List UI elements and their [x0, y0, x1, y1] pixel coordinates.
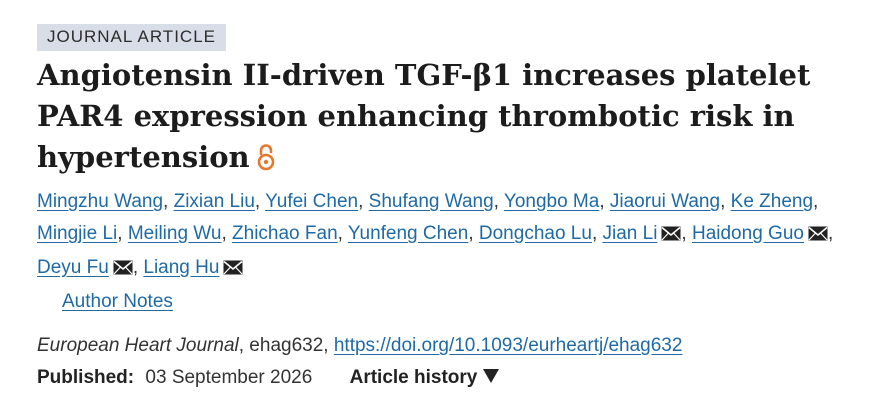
author-separator: , — [163, 191, 174, 212]
author-separator: , — [681, 223, 692, 244]
author-link[interactable]: Zhichao Fan — [232, 223, 338, 244]
publication-row: Published: 03 September 2026 Article his… — [37, 364, 877, 393]
open-access-lock-icon — [256, 141, 276, 182]
author-link[interactable]: Liang Hu — [143, 257, 220, 278]
author-link[interactable]: Jian Li — [602, 223, 658, 244]
author-separator: , — [827, 223, 834, 244]
author-separator: , — [813, 191, 819, 212]
published-date: 03 September 2026 — [145, 367, 313, 388]
envelope-icon[interactable] — [113, 254, 133, 286]
author-link[interactable]: Ke Zheng — [730, 191, 814, 212]
author-link[interactable]: Mingjie Li — [37, 223, 118, 244]
author-link[interactable]: Zixian Liu — [173, 191, 255, 212]
envelope-icon[interactable] — [808, 220, 828, 252]
author-separator: , — [358, 191, 369, 212]
author-list: Mingzhu Wang, Zixian Liu, Yufei Chen, Sh… — [37, 186, 837, 318]
author-link[interactable]: Yunfeng Chen — [347, 223, 469, 244]
article-id: , ehag632, — [238, 335, 334, 356]
author-separator: , — [254, 191, 266, 212]
triangle-down-icon — [482, 365, 500, 393]
author-separator: , — [221, 223, 233, 244]
author-link[interactable]: Jiaorui Wang — [609, 191, 721, 212]
author-link[interactable]: Shufang Wang — [368, 191, 494, 212]
citation-line: European Heart Journal, ehag632, https:/… — [37, 332, 877, 360]
author-separator: , — [337, 223, 348, 244]
doi-link[interactable]: https://doi.org/10.1093/eurheartj/ehag63… — [333, 335, 683, 356]
journal-name: European Heart Journal — [37, 335, 239, 356]
author-separator: , — [468, 223, 479, 244]
author-separator: , — [117, 223, 128, 244]
author-separator: , — [720, 191, 731, 212]
article-title: Angiotensin II-driven TGF-β1 increases p… — [37, 55, 857, 182]
article-header: JOURNAL ARTICLE Angiotensin II-driven TG… — [37, 24, 877, 393]
author-separator: , — [591, 223, 603, 244]
author-link[interactable]: Deyu Fu — [37, 257, 109, 278]
author-link[interactable]: Yongbo Ma — [503, 191, 600, 212]
article-history-label: Article history — [349, 367, 478, 388]
author-separator: , — [599, 191, 610, 212]
envelope-icon[interactable] — [661, 220, 681, 252]
author-link[interactable]: Meiling Wu — [127, 223, 222, 244]
published-label: Published: — [37, 367, 135, 388]
article-title-text: Angiotensin II-driven TGF-β1 increases p… — [37, 58, 811, 174]
author-link[interactable]: Dongchao Lu — [478, 223, 592, 244]
author-link[interactable]: Mingzhu Wang — [37, 191, 164, 212]
author-link[interactable]: Haidong Guo — [691, 223, 804, 244]
envelope-icon[interactable] — [223, 254, 243, 286]
author-notes-link[interactable]: Author Notes — [62, 291, 173, 312]
article-type-badge: JOURNAL ARTICLE — [37, 24, 226, 51]
article-history-toggle[interactable]: Article history — [350, 367, 501, 388]
author-link[interactable]: Yufei Chen — [265, 191, 359, 212]
author-separator: , — [132, 257, 144, 278]
author-separator: , — [493, 191, 504, 212]
